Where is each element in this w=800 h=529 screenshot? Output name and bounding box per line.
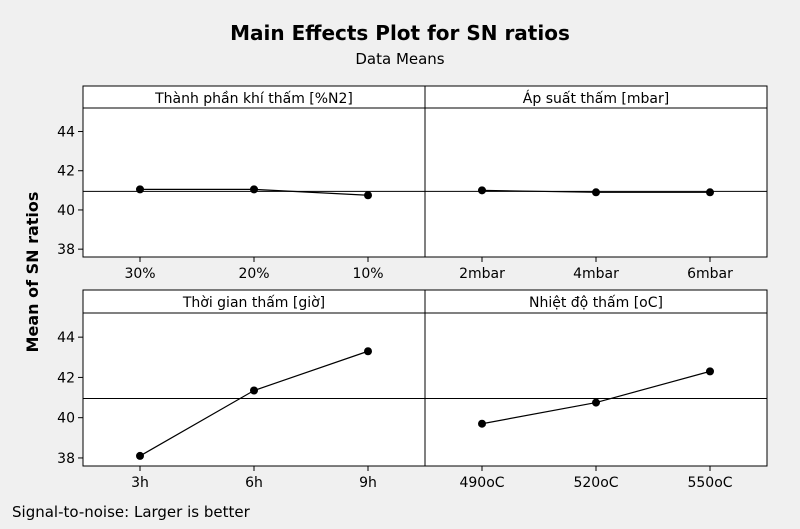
data-point [592, 188, 600, 197]
data-point [136, 185, 144, 194]
data-point [250, 185, 258, 194]
y-tick-label: 40 [57, 411, 75, 427]
data-point [250, 386, 258, 395]
panel-title: Áp suất thấm [mbar] [523, 90, 669, 107]
data-point [136, 451, 144, 460]
x-tick-label: 3h [131, 475, 149, 491]
y-tick-label: 40 [57, 203, 75, 219]
footnote: Signal-to-noise: Larger is better [12, 503, 251, 521]
data-point [706, 188, 714, 197]
data-point [592, 398, 600, 407]
data-point [478, 186, 486, 195]
panel-title: Thành phần khí thấm [%N2] [154, 91, 353, 107]
data-point [364, 347, 372, 356]
panel-frame [82, 85, 426, 258]
data-point [478, 419, 486, 428]
y-tick-label: 44 [57, 330, 75, 346]
x-tick-label: 6h [245, 475, 263, 491]
x-tick-label: 30% [124, 266, 155, 282]
y-axis-label: Mean of SN ratios [23, 192, 42, 353]
y-tick-label: 42 [57, 370, 75, 386]
chart-subtitle: Data Means [355, 50, 444, 68]
x-tick-label: 520oC [573, 475, 618, 491]
data-point [706, 367, 714, 376]
panel-frame [424, 289, 768, 467]
panel-frame [424, 85, 768, 258]
x-tick-label: 490oC [459, 475, 504, 491]
x-tick-label: 2mbar [459, 266, 505, 282]
y-tick-label: 42 [57, 164, 75, 180]
chart-title: Main Effects Plot for SN ratios [230, 21, 570, 45]
y-tick-label: 38 [57, 242, 75, 258]
panel-title: Nhiệt độ thấm [oC] [529, 295, 663, 311]
x-tick-label: 550oC [687, 475, 732, 491]
panel-title: Thời gian thấm [giờ] [182, 295, 325, 311]
panels-group: Thành phần khí thấm [%N2] 38 40 42 44 30% 20% 1… [57, 85, 768, 491]
y-tick-label: 38 [57, 451, 75, 467]
panel-frame [82, 289, 426, 467]
data-point [364, 191, 372, 200]
x-tick-label: 9h [359, 475, 377, 491]
y-tick-label: 44 [57, 125, 75, 141]
x-tick-label: 20% [238, 266, 269, 282]
x-tick-label: 6mbar [687, 266, 733, 282]
x-tick-label: 10% [352, 266, 383, 282]
x-tick-label: 4mbar [573, 266, 619, 282]
